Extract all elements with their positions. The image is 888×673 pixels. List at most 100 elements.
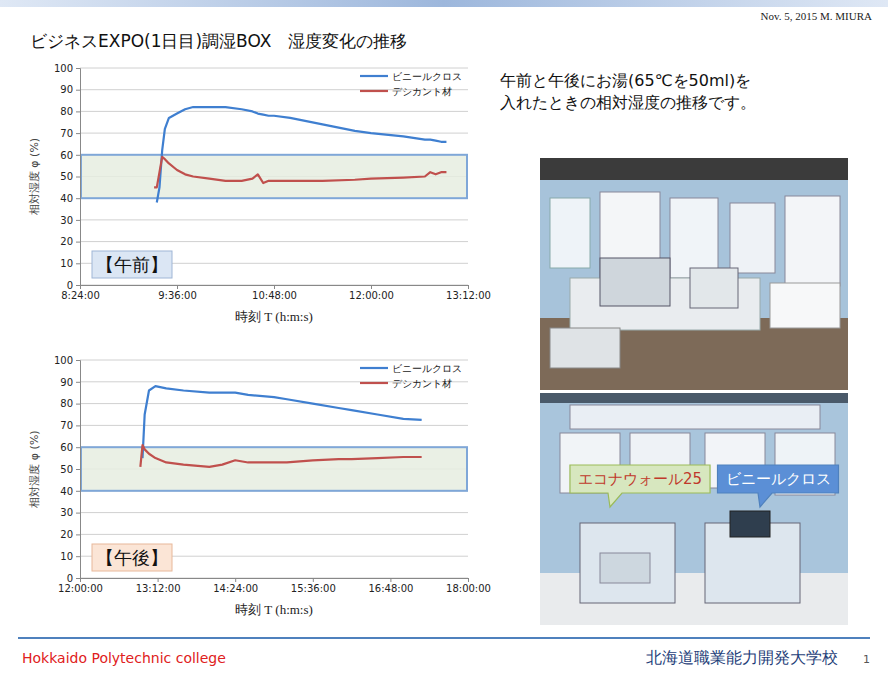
- callout: ビニールクロス: [718, 465, 839, 507]
- tick-label: 10:48:00: [252, 290, 297, 301]
- period-label: 【午後】: [96, 547, 168, 568]
- tick-label: 30: [60, 215, 73, 226]
- tick-mark: [76, 68, 80, 69]
- slide-title: ビジネスEXPO(1日目)調湿BOX 湿度変化の推移: [30, 31, 407, 51]
- tick: 10: [60, 551, 80, 562]
- chart: 12:00:0013:12:0014:24:0015:36:0016:48:00…: [28, 355, 491, 617]
- chart: 8:24:009:36:0010:48:0012:00:0013:12:0001…: [28, 63, 491, 324]
- description-line: 午前と午後にお湯(65℃を50ml)を: [500, 71, 751, 90]
- legend-label: デシカント材: [392, 86, 452, 97]
- slide: Nov. 5, 2015 M. MIURAビジネスEXPO(1日目)調湿BOX …: [0, 0, 888, 673]
- period-label-box: [92, 251, 172, 278]
- tick-mark: [76, 382, 80, 383]
- tick-label: 90: [60, 84, 73, 95]
- tick-mark: [76, 578, 80, 579]
- tick-mark: [76, 534, 80, 535]
- photo-shape: [570, 405, 820, 429]
- tick-mark: [76, 491, 80, 492]
- photo-shape: [785, 196, 840, 286]
- photo-shape: [550, 198, 590, 268]
- tick-label: 40: [60, 193, 73, 204]
- tick: 10:48:00: [252, 285, 297, 301]
- tick-label: 18:00:00: [446, 583, 491, 594]
- tick-mark: [274, 285, 275, 289]
- photo: [540, 158, 848, 390]
- tick: 9:36:00: [158, 285, 197, 301]
- tick-label: 60: [60, 150, 73, 161]
- tick: 90: [60, 377, 80, 388]
- series-line: [157, 107, 447, 202]
- axis-line: [76, 69, 81, 286]
- x-axis-title: 時刻 T (h:m:s): [235, 602, 313, 617]
- y-axis-title: 相対湿度 φ (%): [28, 138, 41, 215]
- tick: 13:12:00: [446, 285, 491, 301]
- tick: 50: [60, 171, 80, 182]
- tick-label: 12:00:00: [58, 583, 103, 594]
- tick-label: 90: [60, 377, 73, 388]
- photo-shape: [580, 523, 675, 603]
- grid-line: [80, 241, 468, 242]
- tick: 0: [67, 280, 80, 291]
- series-line: [154, 157, 446, 187]
- callout-box: [570, 465, 710, 507]
- tick-label: 14:24:00: [213, 583, 258, 594]
- tick-mark: [390, 578, 391, 582]
- photo-shape: [690, 268, 738, 308]
- tick: 100: [54, 355, 80, 366]
- photo-shape: [540, 393, 848, 625]
- tick: 90: [60, 84, 80, 95]
- description-line: 入れたときの相対湿度の推移です。: [500, 93, 756, 112]
- grid-line: [80, 534, 468, 535]
- tick-mark: [158, 578, 159, 582]
- page-number: 1: [863, 653, 870, 666]
- tick-mark: [76, 198, 80, 199]
- tick-label: 20: [60, 529, 73, 540]
- tick-mark: [313, 578, 314, 582]
- photo-shape: [550, 328, 620, 368]
- tick-label: 70: [60, 420, 73, 431]
- tick-mark: [76, 220, 80, 221]
- callout-label: エコナウォール25: [578, 470, 702, 488]
- tick-mark: [76, 133, 80, 134]
- tick: 80: [60, 398, 80, 409]
- tick-mark: [371, 285, 372, 289]
- tick: 30: [60, 215, 80, 226]
- footer-right: 北海道職業能力開発大学校: [646, 648, 838, 667]
- tick: 70: [60, 128, 80, 139]
- tick-mark: [76, 111, 80, 112]
- legend: ビニールクロスデシカント材: [360, 71, 462, 97]
- legend-swatch: [360, 367, 388, 369]
- tick-label: 60: [60, 442, 73, 453]
- photo-shape: [730, 203, 775, 273]
- grid-line: [80, 219, 468, 220]
- legend-swatch: [360, 75, 388, 77]
- tick-mark: [76, 556, 80, 557]
- photo-shape: [770, 283, 840, 328]
- tick-label: 15:36:00: [291, 583, 336, 594]
- axis-line: [81, 579, 469, 583]
- x-axis-title: 時刻 T (h:m:s): [235, 309, 313, 324]
- tick-label: 10: [60, 551, 73, 562]
- tick-mark: [468, 285, 469, 289]
- tick-mark: [76, 155, 80, 156]
- tick: 40: [60, 486, 80, 497]
- tick: 60: [60, 442, 80, 453]
- series-line: [143, 386, 422, 458]
- plot-marks: [81, 386, 467, 491]
- series-line: [140, 445, 421, 467]
- tick-label: 0: [67, 280, 73, 291]
- tick-mark: [76, 285, 80, 286]
- legend-label: ビニールクロス: [392, 71, 462, 82]
- tick-label: 0: [67, 573, 73, 584]
- highlight-band: [81, 155, 467, 198]
- tick-mark: [76, 513, 80, 514]
- photo-shape: [670, 198, 718, 278]
- callout-label: ビニールクロス: [726, 470, 831, 488]
- tick: 20: [60, 236, 80, 247]
- tick-label: 12:00:00: [349, 290, 394, 301]
- axis-line: [76, 361, 81, 579]
- top-bar: [0, 0, 888, 7]
- tick: 100: [54, 63, 80, 74]
- tick-label: 80: [60, 106, 73, 117]
- grid-line: [80, 512, 468, 513]
